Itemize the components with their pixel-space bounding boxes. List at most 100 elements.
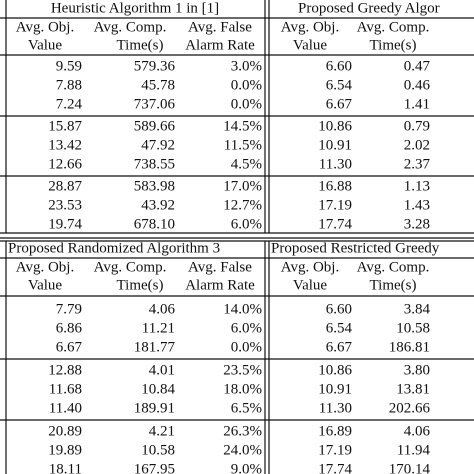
cell: 6.67 — [326, 96, 353, 112]
cell: 167.95 — [134, 461, 175, 474]
cell: 16.88 — [318, 178, 352, 194]
cell: 186.81 — [389, 339, 430, 355]
cell: 2.02 — [404, 137, 430, 153]
cell: 6.60 — [326, 58, 352, 74]
group-header: Heuristic Algorithm 1 in [1] — [51, 0, 219, 16]
column-header: Avg. Obj. — [281, 259, 339, 275]
cell: 3.80 — [404, 362, 430, 378]
column-header: Avg. Comp. — [94, 259, 167, 275]
cell: 11.21 — [142, 320, 175, 336]
column-header: Time(s) — [370, 37, 417, 53]
cell: 9.59 — [56, 58, 82, 74]
cell: 11.30 — [319, 156, 352, 172]
cell: 181.77 — [134, 339, 176, 355]
cell: 4.01 — [149, 362, 175, 378]
cell: 24.0% — [223, 442, 262, 458]
cell: 19.74 — [48, 216, 82, 232]
cell: 47.92 — [141, 137, 175, 153]
cell: 11.5% — [224, 137, 262, 153]
cell: 15.87 — [48, 118, 82, 134]
cell: 6.86 — [56, 320, 83, 336]
cell: 4.21 — [149, 423, 175, 439]
cell: 738.55 — [134, 156, 175, 172]
cell: 17.74 — [318, 216, 352, 232]
cell: 17.74 — [318, 461, 352, 474]
cell: 43.92 — [141, 197, 175, 213]
cell: 678.10 — [134, 216, 175, 232]
cell: 18.11 — [49, 461, 82, 474]
column-header: Time(s) — [117, 37, 164, 53]
cell: 10.86 — [318, 362, 352, 378]
column-header: Time(s) — [117, 277, 164, 293]
cell: 13.81 — [396, 381, 430, 397]
group-header: Proposed Greedy Algor — [298, 0, 440, 16]
cell: 0.0% — [231, 339, 262, 355]
column-header: Alarm Rate — [185, 277, 255, 293]
column-header: Value — [293, 277, 327, 293]
cell: 13.42 — [48, 137, 82, 153]
cell: 579.36 — [134, 58, 176, 74]
cell: 583.98 — [134, 178, 175, 194]
cell: 0.0% — [231, 96, 262, 112]
group-header: Proposed Randomized Algorithm 3 — [8, 240, 220, 256]
column-header: Value — [28, 277, 62, 293]
group-header: Proposed Restricted Greedy — [271, 240, 440, 256]
cell: 28.87 — [48, 178, 82, 194]
cell: 3.28 — [404, 216, 430, 232]
cell: 1.43 — [404, 197, 430, 213]
cell: 11.94 — [397, 442, 431, 458]
cell: 10.91 — [318, 137, 352, 153]
cell: 19.89 — [48, 442, 82, 458]
cell: 6.0% — [231, 320, 262, 336]
column-header: Avg. False — [188, 19, 252, 35]
cell: 14.5% — [223, 118, 262, 134]
cell: 11.68 — [49, 381, 82, 397]
cell: 4.06 — [404, 423, 431, 439]
cell: 0.46 — [404, 77, 431, 93]
cell: 17.19 — [318, 442, 352, 458]
column-header: Alarm Rate — [185, 37, 255, 53]
cell: 14.0% — [223, 301, 262, 317]
cell: 26.3% — [223, 423, 262, 439]
cell: 10.86 — [318, 118, 352, 134]
cell: 7.79 — [56, 301, 82, 317]
cell: 18.0% — [223, 381, 262, 397]
cell: 2.37 — [404, 156, 431, 172]
cell: 6.5% — [231, 400, 262, 416]
cell: 6.67 — [56, 339, 83, 355]
column-header: Avg. Obj. — [16, 259, 74, 275]
cell: 6.54 — [326, 77, 353, 93]
cell: 737.06 — [134, 96, 176, 112]
cell: 4.06 — [149, 301, 176, 317]
column-header: Avg. False — [188, 259, 252, 275]
cell: 10.91 — [318, 381, 352, 397]
cell: 1.13 — [404, 178, 430, 194]
column-header: Avg. Obj. — [16, 19, 74, 35]
cell: 10.58 — [141, 442, 175, 458]
cell: 11.30 — [319, 400, 352, 416]
cell: 0.47 — [404, 58, 431, 74]
cell: 0.79 — [404, 118, 430, 134]
cell: 7.24 — [56, 96, 83, 112]
cell: 7.88 — [56, 77, 82, 93]
cell: 10.58 — [396, 320, 430, 336]
cell: 11.40 — [49, 400, 82, 416]
column-header: Avg. Comp. — [357, 19, 430, 35]
cell: 589.66 — [134, 118, 176, 134]
cell: 9.0% — [231, 461, 262, 474]
cell: 23.53 — [48, 197, 82, 213]
cell: 12.88 — [48, 362, 82, 378]
cell: 17.0% — [223, 178, 262, 194]
cell: 6.60 — [326, 301, 352, 317]
cell: 16.89 — [318, 423, 352, 439]
cell: 0.0% — [231, 77, 262, 93]
cell: 17.19 — [318, 197, 352, 213]
column-header: Avg. Obj. — [281, 19, 339, 35]
cell: 189.91 — [134, 400, 175, 416]
column-header: Avg. Comp. — [94, 19, 167, 35]
cell: 10.84 — [141, 381, 175, 397]
cell: 12.7% — [223, 197, 262, 213]
cell: 202.66 — [389, 400, 431, 416]
cell: 20.89 — [48, 423, 82, 439]
